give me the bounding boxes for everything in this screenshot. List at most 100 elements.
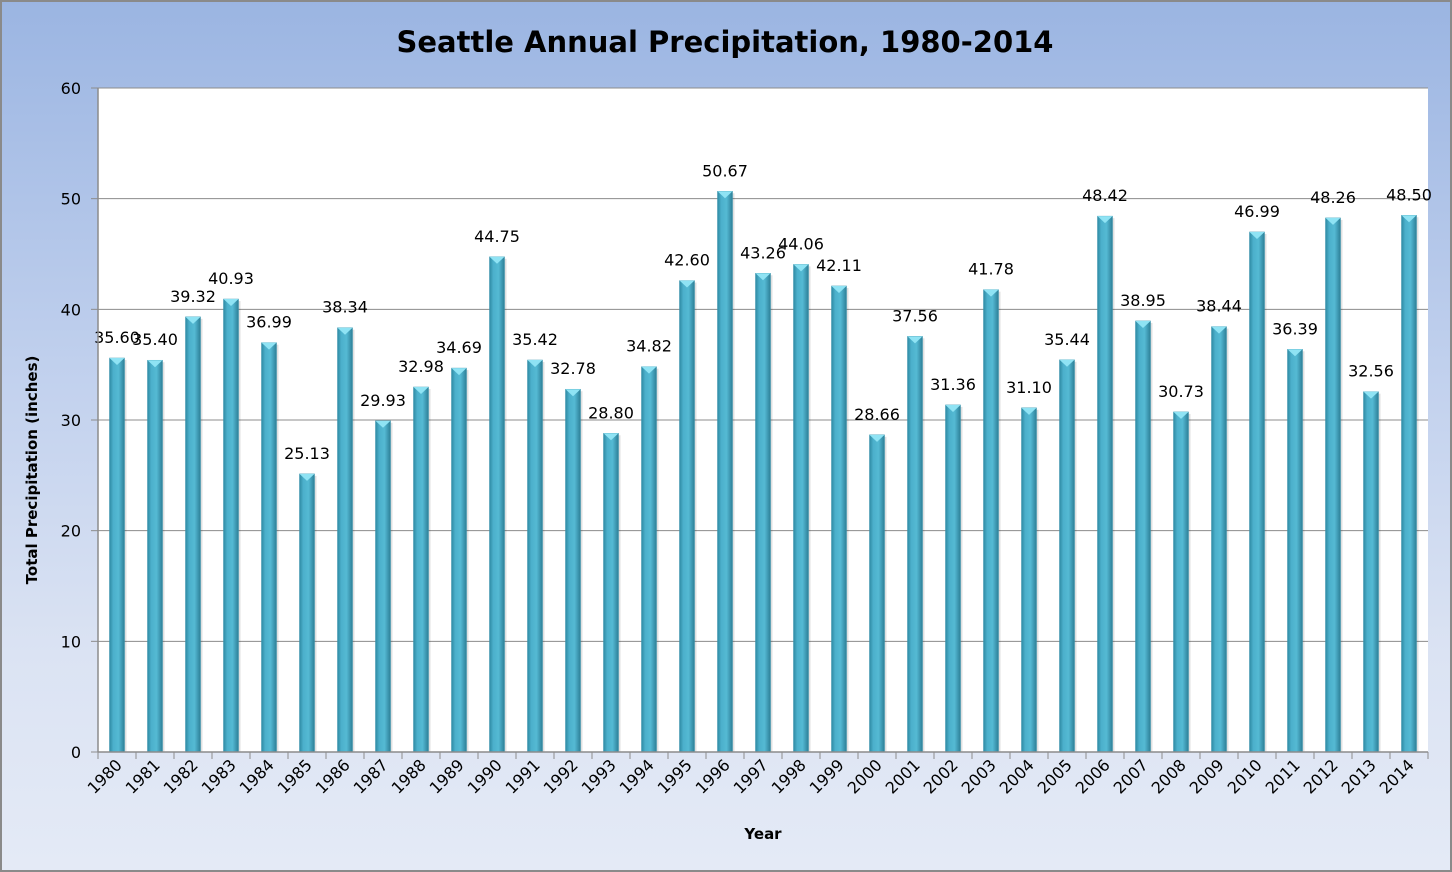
data-label: 39.32 [170,287,216,306]
bar-1996 [717,191,733,753]
x-tick-label: 1983 [198,755,240,797]
bar-2000 [869,434,885,753]
bar-bevel [223,299,239,307]
x-tick-label: 2013 [1338,755,1380,797]
data-label: 42.11 [816,256,862,275]
x-tick-label: 1999 [806,755,848,797]
bar-bevel [869,434,885,442]
x-tick-label: 2006 [1072,755,1114,797]
bar-1988 [413,386,429,753]
data-label: 46.99 [1234,202,1280,221]
bars [109,191,1419,753]
bar-bevel [831,285,847,293]
bar-bevel [679,280,695,288]
bar-bevel [1249,231,1265,239]
bar-bevel [375,420,391,428]
data-label: 36.99 [246,313,292,332]
data-label: 38.95 [1120,291,1166,310]
data-label: 38.44 [1196,297,1242,316]
x-tick-label: 1990 [464,755,506,797]
bar-2001 [907,336,923,753]
data-label: 38.34 [322,298,368,317]
data-label: 34.69 [436,338,482,357]
data-label: 44.75 [474,227,520,246]
data-label: 35.42 [512,330,558,349]
bar-bevel [1097,216,1113,224]
bar-1995 [679,280,695,753]
bar-bevel [1059,359,1075,367]
bar-2004 [1021,407,1037,753]
x-tick-label: 2003 [958,755,1000,797]
data-label: 44.06 [778,234,824,253]
y-tick-label: 60 [61,79,81,98]
data-label: 25.13 [284,444,330,463]
data-label: 35.44 [1044,330,1090,349]
data-label: 31.36 [930,375,976,394]
bar-1982 [185,316,201,753]
bar-bevel [489,256,505,264]
y-axis-title: Total Precipitation (inches) [23,356,41,585]
bar-1989 [451,367,467,753]
data-label: 35.60 [94,328,140,347]
data-label: 31.10 [1006,378,1052,397]
x-tick-label: 1993 [578,755,620,797]
data-label: 40.93 [208,269,254,288]
bar-bevel [603,433,619,441]
data-label: 29.93 [360,391,406,410]
x-tick-label: 1985 [274,755,316,797]
bar-1983 [223,298,239,753]
bar-bevel [261,342,277,350]
bar-bevel [983,289,999,297]
x-tick-label: 2007 [1110,755,1152,797]
y-tick-label: 20 [61,522,81,541]
x-tick-label: 1997 [730,755,772,797]
bar-1998 [793,264,809,753]
data-label: 35.40 [132,330,178,349]
data-label: 28.66 [854,405,900,424]
bar-2012 [1325,217,1341,753]
bar-2006 [1097,215,1113,753]
bar-bevel [185,316,201,324]
bar-bevel [945,404,961,412]
x-tick-label: 1992 [540,755,582,797]
data-label: 34.82 [626,337,672,356]
x-tick-label: 1984 [236,755,278,797]
bar-bevel [1363,391,1379,399]
x-tick-label: 1996 [692,755,734,797]
data-label: 43.26 [740,243,786,262]
data-label: 28.80 [588,403,634,422]
x-tick-label: 2009 [1186,755,1228,797]
data-label: 42.60 [664,251,710,270]
x-tick-label: 2002 [920,755,962,797]
bar-1997 [755,273,771,753]
bar-1981 [147,359,163,753]
bar-bevel [109,358,125,366]
x-tick-label: 1981 [122,755,164,797]
data-label: 36.39 [1272,319,1318,338]
bar-1993 [603,433,619,753]
bar-bevel [1287,349,1303,357]
bar-1984 [261,342,277,753]
x-tick-label: 1998 [768,755,810,797]
y-tick-label: 0 [71,743,81,762]
bar-1992 [565,388,581,753]
data-label: 30.73 [1158,382,1204,401]
x-tick-label: 1982 [160,755,202,797]
data-label: 48.42 [1082,186,1128,205]
bar-bevel [1211,326,1227,334]
y-tick-label: 30 [61,411,81,430]
x-tick-label: 1987 [350,755,392,797]
data-label: 37.56 [892,306,938,325]
data-label: 50.67 [702,161,748,180]
bar-1991 [527,359,543,753]
bar-bevel [641,366,657,374]
x-tick-label: 2012 [1300,755,1342,797]
x-tick-label: 2010 [1224,755,1266,797]
bar-bevel [147,360,163,368]
bar-2014 [1401,215,1417,753]
x-tick-label: 1995 [654,755,696,797]
bar-bevel [337,327,353,335]
bar-1990 [489,256,505,753]
x-tick-label: 2004 [996,755,1038,797]
